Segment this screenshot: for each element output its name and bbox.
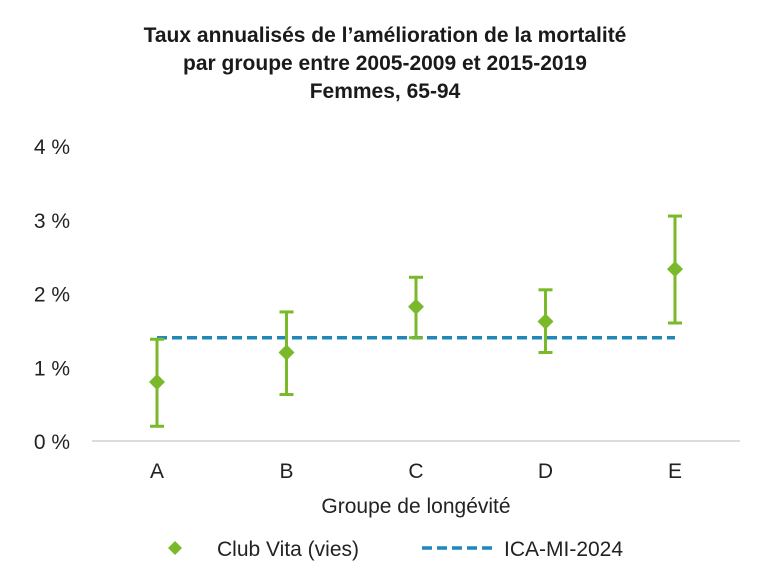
y-tick-label: 0 %: [34, 431, 70, 454]
x-tick-label: C: [408, 460, 423, 483]
legend-label-ica: ICA-MI-2024: [504, 538, 623, 561]
data-point-diamond: [408, 298, 424, 315]
data-point-diamond: [149, 374, 165, 390]
chart-title-line-2: par groupe entre 2005-2009 et 2015-2019: [183, 52, 587, 75]
y-axis-ticks: 0 % 1 % 2 % 3 % 4 %: [34, 136, 70, 454]
y-tick-label: 4 %: [34, 136, 70, 159]
y-tick-label: 2 %: [34, 284, 70, 307]
chart-title-line-3: Femmes, 65-94: [309, 80, 461, 103]
data-point-diamond: [537, 313, 554, 330]
data-point-diamond: [667, 261, 683, 278]
legend-label-club-vita: Club Vita (vies): [217, 538, 359, 561]
error-bars: [150, 214, 682, 428]
data-points: [149, 261, 683, 390]
legend: Club Vita (vies) ICA-MI-2024: [168, 538, 623, 561]
x-tick-label: B: [279, 460, 293, 483]
x-tick-label: A: [150, 460, 164, 483]
y-tick-label: 3 %: [34, 210, 70, 233]
chart-title-line-1: Taux annualisés de l’amélioration de la …: [143, 24, 627, 47]
x-tick-label: D: [538, 460, 553, 483]
x-axis-ticks: A B C D E: [150, 460, 682, 483]
legend-diamond-icon: [168, 541, 182, 555]
x-axis-label: Groupe de longévité: [321, 495, 510, 518]
x-tick-label: E: [668, 460, 682, 483]
chart-title: Taux annualisés de l’amélioration de la …: [0, 22, 770, 106]
y-tick-label: 1 %: [34, 357, 70, 380]
data-point-diamond: [278, 344, 295, 361]
